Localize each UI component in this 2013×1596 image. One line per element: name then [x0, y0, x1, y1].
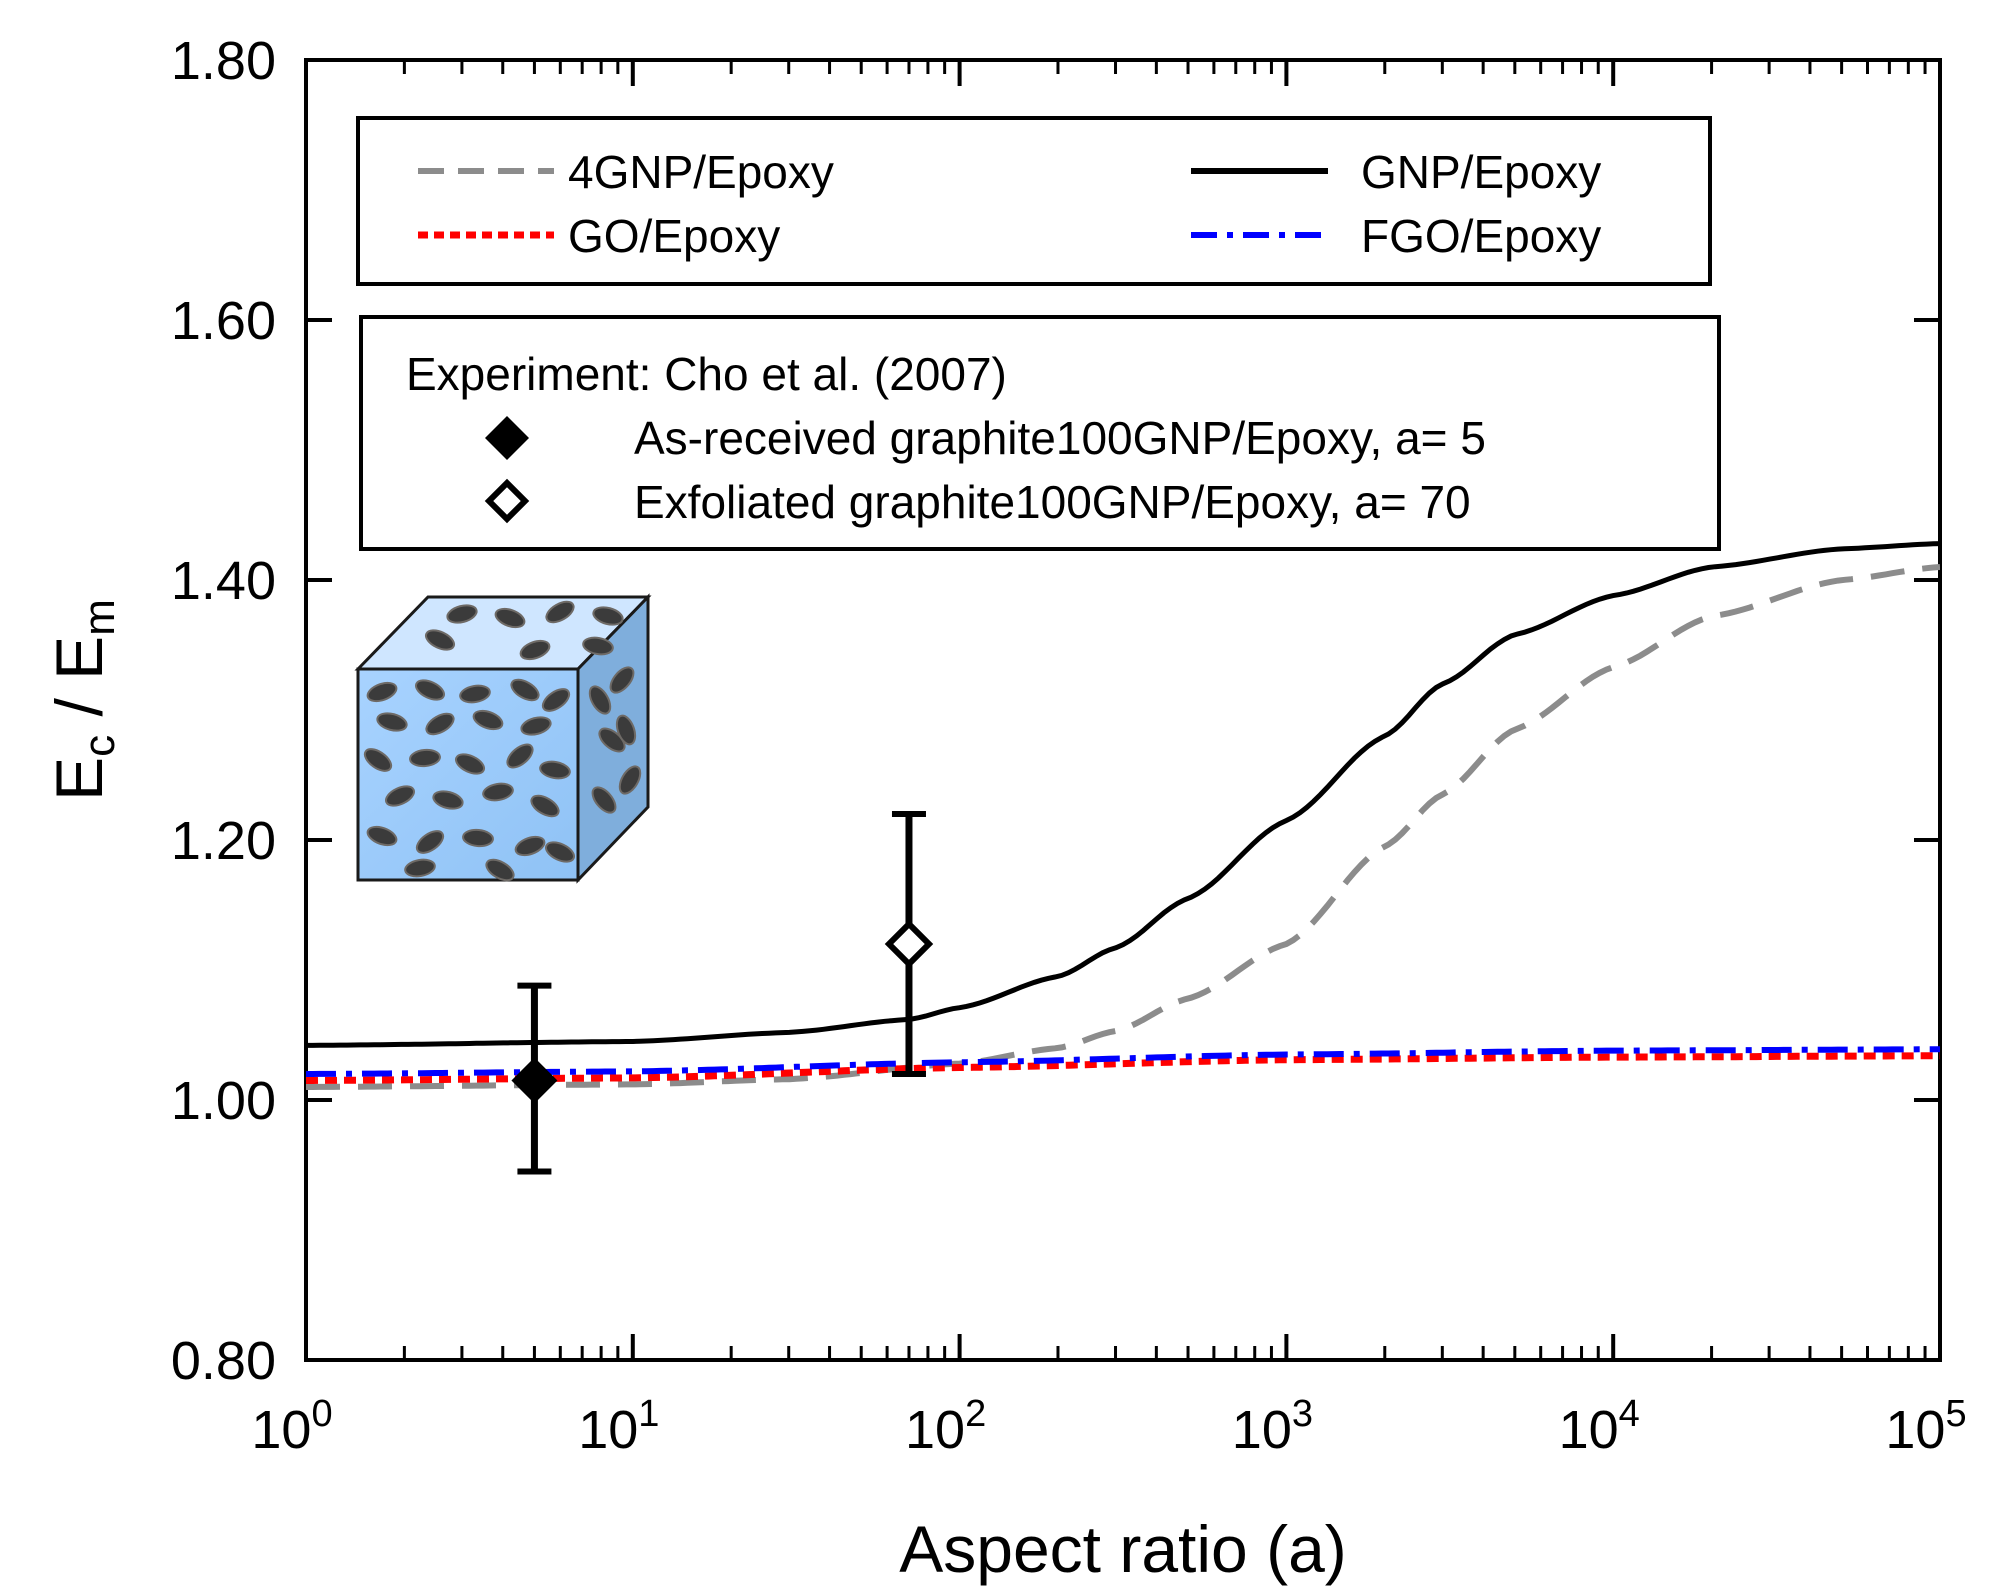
- platelet: [376, 712, 408, 732]
- platelet: [591, 786, 617, 814]
- platelet: [462, 828, 494, 848]
- x-tick-labels: 100 101 102 103 104 105: [251, 1393, 1966, 1460]
- platelet: [454, 753, 486, 775]
- legend-label-4gnp: 4GNP/Epoxy: [568, 146, 834, 198]
- platelet: [519, 639, 551, 661]
- platelet: [366, 681, 398, 703]
- x-tick-label: 102: [905, 1393, 986, 1460]
- x-tick-label: 101: [578, 1393, 659, 1460]
- legend-experiment-box: [359, 315, 1721, 551]
- platelet: [539, 760, 571, 780]
- platelet: [363, 748, 393, 772]
- experiment-title: Experiment: Cho et al. (2007): [406, 348, 1007, 400]
- platelet: [432, 790, 464, 810]
- x-tick-label: 104: [1559, 1393, 1640, 1460]
- series-line-fgo-epoxy: [306, 1046, 1940, 1077]
- platelet: [404, 858, 436, 878]
- experiment-points: [511, 811, 934, 1175]
- x-tick-label: 100: [251, 1393, 332, 1460]
- x-axis-title: Aspect ratio (a): [899, 1512, 1347, 1586]
- platelet: [592, 606, 624, 626]
- platelet: [506, 743, 534, 769]
- data-point-as-received: [511, 1057, 558, 1104]
- platelet: [459, 684, 491, 704]
- legend-label-as-received: As-received graphite100GNP/Epoxy, a= 5: [634, 412, 1486, 464]
- platelet: [409, 748, 441, 768]
- legend-marker-open-diamond: [484, 478, 530, 524]
- y-tick-label: 0.80: [171, 1331, 276, 1391]
- platelet: [514, 835, 546, 857]
- platelet: [384, 785, 416, 807]
- platelet: [472, 709, 504, 731]
- y-tick-label: 1.20: [171, 811, 276, 871]
- legend-label-gnp: GNP/Epoxy: [1361, 146, 1601, 198]
- platelet: [482, 782, 514, 802]
- legend-label-fgo: FGO/Epoxy: [1361, 210, 1601, 262]
- data-point-exfoliated: [884, 919, 934, 969]
- cube-platelets: [363, 600, 642, 882]
- legend-marker-filled-diamond: [485, 416, 529, 460]
- legend-models-box: [356, 116, 1712, 286]
- platelet: [485, 858, 515, 882]
- platelet: [415, 830, 445, 854]
- platelet: [544, 841, 576, 863]
- series-layer: [306, 541, 1940, 1090]
- platelet: [414, 679, 446, 701]
- y-tick-label: 1.00: [171, 1071, 276, 1131]
- y-tick-label: 1.80: [171, 31, 276, 91]
- platelet: [598, 727, 626, 753]
- platelet: [530, 794, 560, 818]
- legend-label-go: GO/Epoxy: [568, 210, 780, 262]
- platelet: [510, 678, 540, 702]
- platelet: [582, 636, 614, 656]
- platelet: [424, 629, 456, 651]
- cube-inset: [354, 593, 652, 884]
- platelet: [588, 685, 612, 715]
- series-line-go-epoxy: [306, 1052, 1940, 1084]
- y-tick-labels: 0.80 1.00 1.20 1.40 1.60 1.80: [171, 31, 276, 1391]
- platelet: [446, 604, 478, 624]
- series-line-gnp-epoxy: [306, 541, 1940, 1048]
- y-tick-label: 1.60: [171, 291, 276, 351]
- platelet: [609, 666, 635, 694]
- platelet: [615, 714, 637, 746]
- x-tick-label: 103: [1232, 1393, 1313, 1460]
- platelet: [520, 716, 552, 736]
- axis-ticks: [304, 58, 1942, 1362]
- plot-frame: [304, 58, 1942, 1362]
- y-tick-label: 1.40: [171, 551, 276, 611]
- platelet: [545, 600, 575, 624]
- platelet: [494, 607, 526, 629]
- platelet: [541, 688, 571, 712]
- legend-label-exfoliated: Exfoliated graphite100GNP/Epoxy, a= 70: [634, 476, 1471, 528]
- platelet: [618, 765, 642, 795]
- series-line-4gnp-epoxy: [306, 564, 1940, 1090]
- legend-experiment: Experiment: Cho et al. (2007) As-receive…: [359, 315, 1721, 551]
- x-tick-label: 105: [1885, 1393, 1966, 1460]
- platelet: [425, 712, 455, 736]
- y-axis-title: Ec / Em: [42, 599, 124, 801]
- platelet: [366, 825, 398, 847]
- legend-models: 4GNP/Epoxy GO/Epoxy GNP/Epoxy FGO/Epoxy: [356, 116, 1712, 286]
